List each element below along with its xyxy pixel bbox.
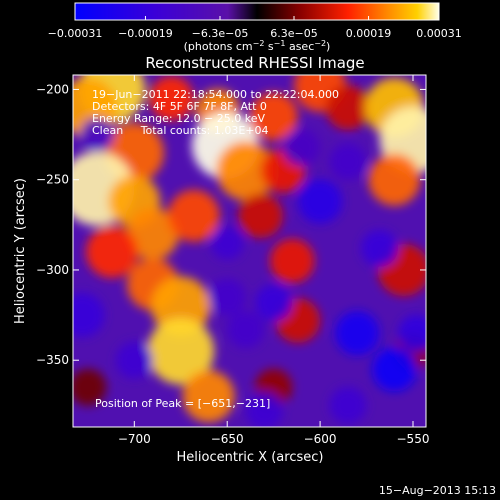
annotation-clean: Clean Total counts: 1.03E+04: [92, 124, 269, 137]
colorbar-ticks: −0.00031 −0.00019 −6.3e−05 6.3e−05 0.00019 0.…: [48, 16, 462, 40]
y-axis-label: Heliocentric Y (arcsec): [13, 178, 28, 324]
y-tick-label: −350: [36, 353, 69, 367]
heatmap-source-30: [297, 179, 343, 224]
annotation-detectors: Detectors: 4F 5F 6F 7F 8F, Att 0: [92, 100, 267, 113]
colorbar-tick-label: −0.00031: [48, 27, 103, 40]
x-axis-ticks: −700 −650 −600 −550: [118, 75, 430, 446]
colorbar-tick-label: −6.3e−05: [192, 27, 249, 40]
colorbar-tick-label: 6.3e−05: [270, 27, 317, 40]
x-tick-label: −550: [397, 432, 430, 446]
heatmap-source-32: [334, 310, 380, 356]
annotation-peak: Position of Peak = [−651,−231]: [95, 397, 270, 410]
heatmap-source-37: [210, 226, 244, 260]
heatmap-source-21: [147, 317, 215, 385]
heatmap-source-16: [126, 207, 179, 260]
heatmap-source-43: [80, 117, 114, 152]
heatmap-source-23: [238, 193, 283, 239]
annotation-energy: Energy Range: 12.0 − 25.0 keV: [92, 112, 266, 125]
heatmap-source-36: [115, 341, 153, 379]
annotation-time-range: 19−Jun−2011 22:18:54.000 to 22:22:04.000: [92, 88, 339, 101]
y-tick-label: −300: [36, 263, 69, 277]
heatmap-field: [73, 75, 426, 427]
colorbar-tick-label: −0.00019: [118, 27, 173, 40]
plot-frame: [72, 74, 427, 428]
colorbar-tick-label: 0.00019: [346, 27, 392, 40]
heatmap-source-2: [149, 76, 194, 121]
heatmap-source-41: [245, 392, 283, 427]
y-axis-ticks: −200 −250 −300 −350: [36, 82, 426, 367]
heatmap-source-44: [282, 128, 321, 166]
heatmap-source-31: [360, 229, 399, 267]
heatmap-source-40: [255, 283, 293, 322]
chart-title: Reconstructed RHESSI Image: [145, 54, 364, 72]
heatmap-source-20: [151, 276, 211, 336]
heatmap-source-5: [216, 140, 276, 201]
colorbar-unit-label: (photons cm−2 s−1 asec−2): [184, 39, 331, 53]
heatmap-source-24: [269, 238, 315, 284]
heatmap-source-34: [398, 314, 426, 352]
x-axis-label: Heliocentric X (arcsec): [177, 450, 324, 465]
y-tick-label: −250: [36, 173, 69, 187]
heatmap-source-38: [208, 278, 246, 316]
heatmap-source-45: [329, 143, 367, 181]
heatmap-source-33: [372, 346, 417, 392]
x-tick-label: −600: [304, 432, 337, 446]
heatmap-source-9: [325, 85, 371, 130]
y-tick-label: −200: [36, 82, 69, 96]
colorbar: [74, 2, 440, 21]
heatmap-source-22: [182, 370, 235, 423]
heatmap-source-39: [227, 310, 265, 349]
x-tick-label: −650: [211, 432, 244, 446]
heatmap-source-6: [249, 92, 298, 141]
heatmap-source-12: [368, 153, 421, 206]
heatmap-source-17: [167, 189, 220, 242]
heatmap-source-42: [329, 386, 367, 424]
colorbar-tick-label: 0.00031: [416, 27, 462, 40]
footer-date: 15−Aug−2013 15:13: [379, 484, 496, 497]
heatmap-source-18: [86, 225, 139, 278]
heatmap-source-35: [73, 292, 105, 338]
heatmap-source-29: [73, 368, 107, 406]
x-tick-label: −700: [118, 432, 151, 446]
